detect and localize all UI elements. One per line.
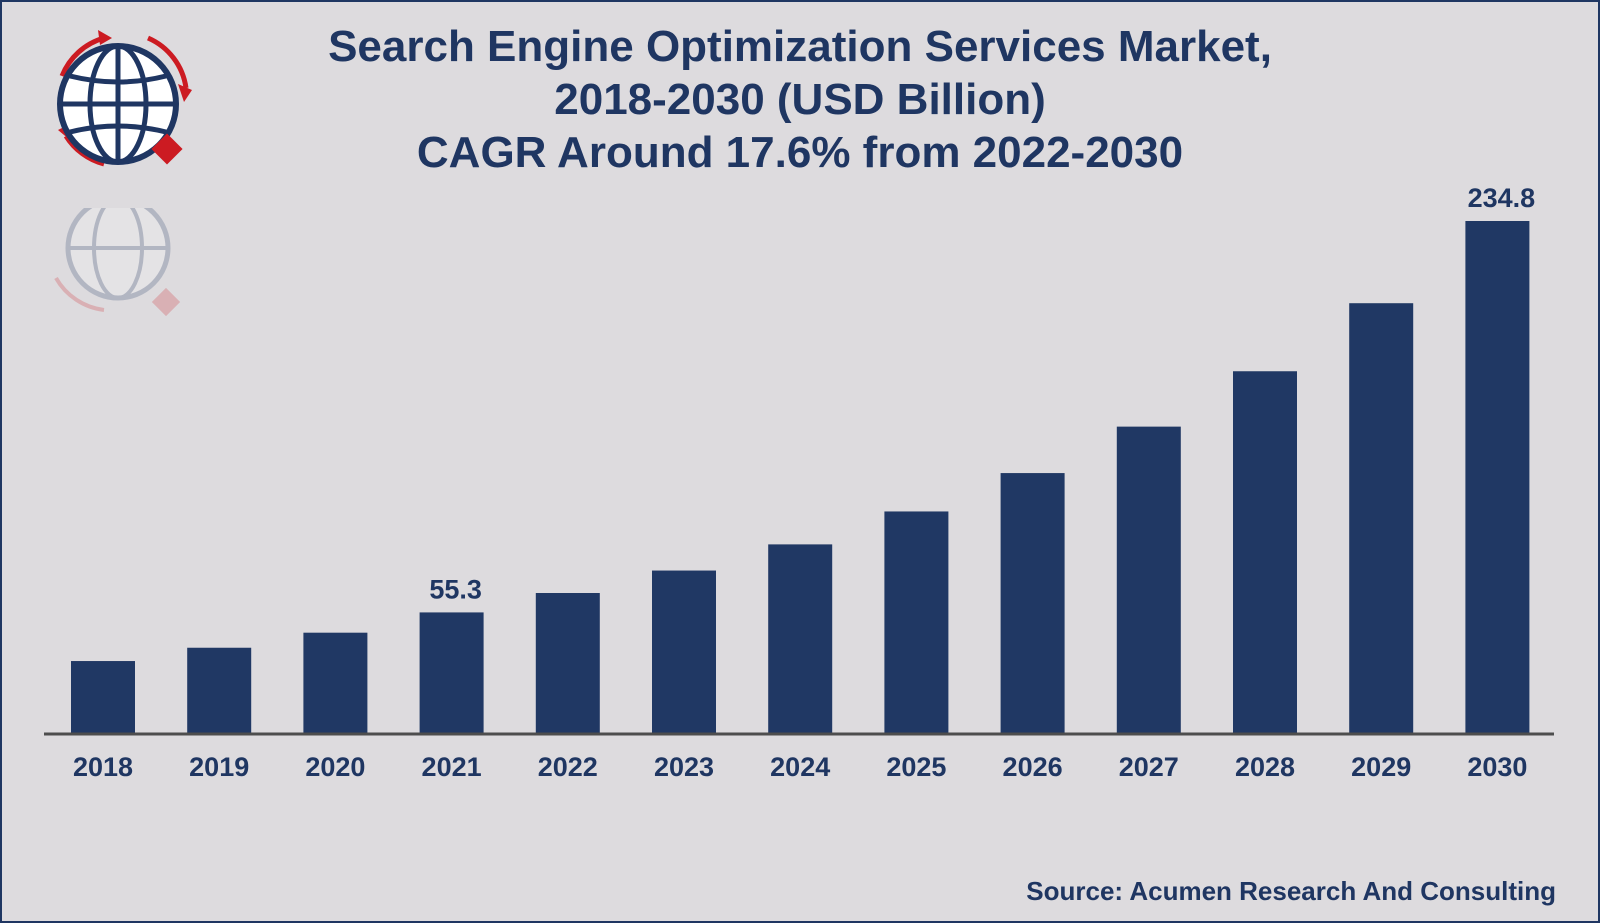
bar-2026 (1000, 473, 1065, 733)
globe-logo-icon (44, 26, 204, 186)
bar-2030 (1465, 221, 1530, 733)
x-tick-label-2020: 2020 (305, 752, 365, 782)
x-tick-label-2021: 2021 (422, 752, 482, 782)
x-tick-label-2018: 2018 (73, 752, 133, 782)
x-tick-label-2023: 2023 (654, 752, 714, 782)
bar-2022 (535, 593, 600, 733)
bar-2021 (419, 612, 484, 733)
chart-title-line-2: 2018-2030 (USD Billion) (554, 75, 1046, 124)
bar-2020 (303, 632, 368, 733)
data-label-2030: 234.8 (1468, 183, 1536, 213)
x-tick-label-2028: 2028 (1235, 752, 1295, 782)
x-tick-label-2026: 2026 (1003, 752, 1063, 782)
x-tick-label-2029: 2029 (1351, 752, 1411, 782)
x-tick-label-2019: 2019 (189, 752, 249, 782)
data-label-2021: 55.3 (429, 574, 482, 604)
bar-2024 (768, 544, 833, 733)
x-tick-label-2024: 2024 (770, 752, 830, 782)
x-tick-label-2030: 2030 (1467, 752, 1527, 782)
source-note: Source: Acumen Research And Consulting (1026, 876, 1556, 906)
chart-title-line-1: Search Engine Optimization Services Mark… (328, 22, 1272, 71)
globe-logo-reflection-icon (44, 208, 204, 318)
chart-title: Search Engine Optimization Services Mark… (250, 20, 1350, 179)
x-tick-label-2027: 2027 (1119, 752, 1179, 782)
x-tick-label-2025: 2025 (886, 752, 946, 782)
bar-2019 (187, 647, 252, 733)
bar-2027 (1116, 426, 1181, 733)
bar-2023 (652, 570, 716, 733)
bar-2025 (884, 511, 949, 733)
bar-2028 (1233, 371, 1297, 733)
x-tick-label-2022: 2022 (538, 752, 598, 782)
bar-2018 (71, 661, 135, 733)
bar-2029 (1349, 303, 1414, 733)
chart-subtitle: CAGR Around 17.6% from 2022-2030 (416, 128, 1184, 177)
